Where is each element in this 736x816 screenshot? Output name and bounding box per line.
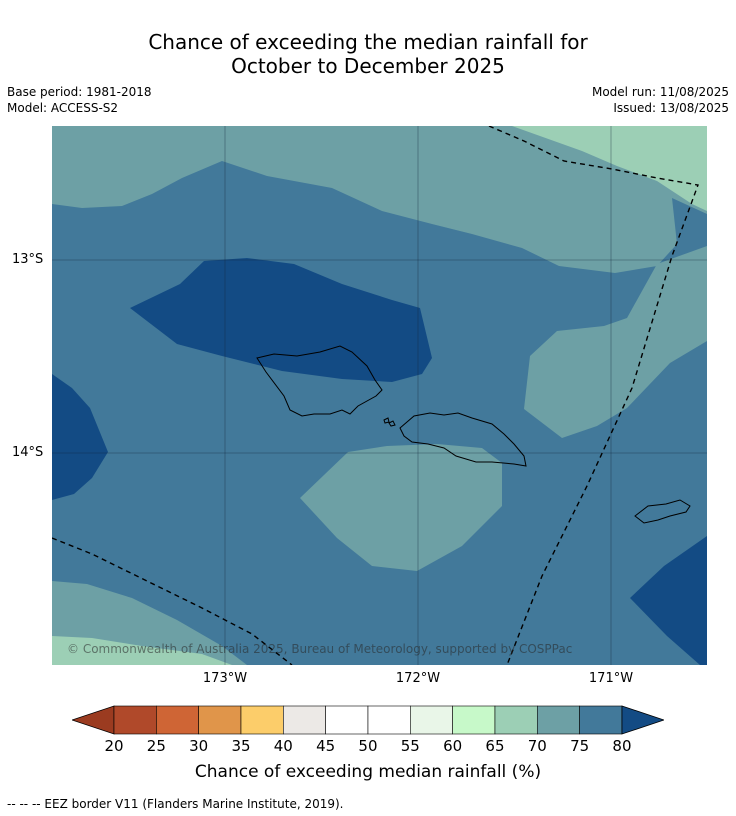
- colorbar-tick-label: 40: [273, 737, 293, 755]
- graticule: [52, 126, 707, 665]
- colorbar-tick-label: 45: [316, 737, 336, 755]
- colorbar-tick-label: 80: [612, 737, 632, 755]
- colorbar-segment: [240, 705, 284, 735]
- region-80-southeast: [630, 536, 707, 665]
- colorbar-tick-label: 75: [570, 737, 590, 755]
- colorbar-segment: [198, 705, 242, 735]
- colorbar-segment: [283, 705, 326, 735]
- model-run: Model run: 11/08/2025: [591, 85, 729, 99]
- meta-right: Model run: 11/08/2025 Issued: 13/08/2025: [592, 84, 729, 116]
- colorbar-label: Chance of exceeding median rainfall (%): [194, 762, 542, 782]
- region-70-75-south: [300, 444, 502, 571]
- lat-label-14s: 14°S: [12, 445, 44, 460]
- region-65-70-southwest: [52, 636, 232, 665]
- region-70-75-east: [524, 246, 707, 438]
- eez-border-north: [488, 126, 699, 665]
- credit-text: © Commonwealth of Australia 2025, Bureau…: [67, 642, 573, 656]
- title-line-1: Chance of exceeding the median rainfall …: [148, 30, 588, 54]
- colorbar-segment: [579, 705, 623, 735]
- issued-date: Issued: 13/08/2025: [613, 101, 729, 115]
- model-name: Model: ACCESS-S2: [7, 101, 119, 115]
- colorbar-segment: [536, 705, 580, 735]
- colorbar-tick-label: 70: [527, 737, 547, 755]
- eez-footnote: -- -- -- EEZ border V11 (Flanders Marine…: [7, 797, 344, 811]
- colorbar-tick-label: 65: [485, 737, 505, 755]
- colorbar: [70, 704, 666, 740]
- tutuila-island: [634, 499, 691, 524]
- region-65-70-northeast: [512, 126, 707, 211]
- eez-border: [52, 126, 699, 665]
- lon-label-171w: 171°W: [588, 671, 634, 686]
- lat-label-13s: 13°S: [12, 252, 44, 267]
- region-80-west: [52, 374, 108, 500]
- colorbar-segment: [410, 705, 453, 735]
- meta-left: Base period: 1981-2018 Model: ACCESS-S2: [7, 84, 152, 116]
- colorbar-segment: [494, 705, 538, 735]
- colorbar-tick-label: 30: [189, 737, 209, 755]
- upolu-island: [399, 412, 527, 467]
- map-title: Chance of exceeding the median rainfall …: [0, 30, 736, 78]
- apolima-island: [388, 420, 396, 427]
- colorbar-tick-label: 20: [104, 737, 124, 755]
- colorbar-segment: [452, 705, 496, 735]
- colorbar-tick-label: 55: [400, 737, 420, 755]
- colorbar-segment: [113, 705, 157, 735]
- colorbar-tick-label: 25: [146, 737, 166, 755]
- colorbar-over-arrow: [621, 705, 666, 735]
- colorbar-segment: [367, 705, 411, 735]
- lon-label-173w: 173°W: [202, 671, 248, 686]
- colorbar-tick-label: 50: [358, 737, 378, 755]
- islands: [256, 345, 691, 524]
- colorbar-under-arrow: [70, 705, 115, 735]
- manono-island: [383, 417, 390, 424]
- region-80-central: [130, 258, 432, 382]
- colorbar-segment: [156, 705, 199, 735]
- forecast-map: [52, 126, 707, 665]
- title-line-2: October to December 2025: [231, 54, 505, 78]
- colorbar-tick-label: 60: [443, 737, 463, 755]
- lon-label-172w: 172°W: [395, 671, 441, 686]
- colorbar-tick-label: 35: [231, 737, 251, 755]
- colorbar-ticks: 20 25 30 35 40 45 50 55 60 65 70 75 80: [0, 737, 736, 757]
- colorbar-segment: [325, 705, 369, 735]
- region-70-75-north: [52, 126, 707, 273]
- base-period: Base period: 1981-2018: [7, 85, 152, 99]
- savaii-island: [256, 345, 383, 417]
